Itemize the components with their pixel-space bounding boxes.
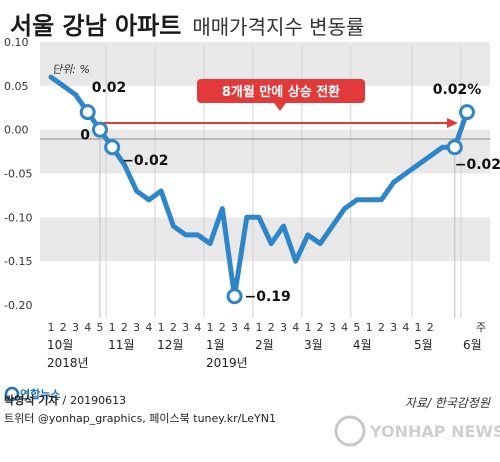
month-label: 11월 [108, 338, 134, 352]
data-label: 0.02 [92, 80, 127, 96]
y-tick-label: -0.20 [4, 299, 32, 312]
y-axis: 0.10 0.05 0.00 -0.05 -0.10 -0.15 -0.20 [4, 36, 32, 312]
data-label: −0.02 [455, 157, 500, 173]
background-band [40, 42, 490, 86]
x-tick-label: 4 [292, 321, 299, 334]
x-tick-label: 4 [341, 321, 348, 334]
x-tick-label: 1 [366, 321, 373, 334]
unit-label: 단위: % [52, 63, 90, 76]
callout-box-pointer [274, 103, 286, 111]
x-tick-label: 2 [219, 321, 226, 334]
x-tick-label: 4 [194, 321, 201, 334]
x-tick-label: 1 [48, 321, 55, 334]
yonhap-logo: 연합뉴스 [4, 386, 60, 402]
callout: 8개월 만에 상승 전환 [102, 79, 458, 128]
month-label: 6월 [463, 338, 482, 352]
y-tick-label: -0.10 [4, 211, 32, 224]
data-marker [104, 139, 121, 156]
y-tick-label: 0.10 [4, 36, 29, 49]
x-tick-label: 1 [109, 321, 116, 334]
x-tick-label: 4 [84, 321, 91, 334]
month-label: 3월 [304, 338, 323, 352]
data-marker [459, 104, 475, 121]
y-tick-label: -0.15 [4, 255, 32, 268]
publish-date: 20190613 [70, 394, 127, 407]
month-label: 1월 [206, 338, 225, 352]
x-tick-label: 5 [96, 321, 103, 334]
watermark: YONHAP NEWS [334, 415, 500, 447]
month-label: 12월 [157, 338, 183, 352]
x-tick-label: 3 [390, 321, 397, 334]
x-tick-label: 5 [353, 321, 360, 334]
x-tick-label: 2 [121, 321, 128, 334]
x-tick-label: 2 [427, 321, 434, 334]
y-tick-label: -0.05 [4, 168, 32, 181]
data-marker [446, 139, 463, 156]
logo-text: 연합뉴스 [20, 387, 60, 401]
data-marker [79, 104, 96, 121]
data-marker [91, 121, 108, 138]
watermark-text: YONHAP NEWS [369, 422, 500, 441]
x-tick-label: 2 [378, 321, 385, 334]
x-tick-label: 2 [170, 321, 177, 334]
month-label: 5월 [414, 338, 433, 352]
month-label: 4월 [353, 338, 372, 352]
year-label: 2018년 [47, 356, 89, 370]
data-labels: 0.02 0 −0.02 −0.19 −0.02 0.02% [80, 80, 500, 305]
background-band [40, 217, 490, 262]
x-tick-label: 3 [182, 321, 189, 334]
yonhap-logo-icon [4, 386, 20, 402]
series-line [48, 74, 470, 299]
y-tick-label: 0.05 [4, 80, 29, 93]
callout-text: 8개월 만에 상승 전환 [222, 84, 340, 100]
x-tick-label: 3 [329, 321, 336, 334]
x-tick-label: 3 [72, 321, 79, 334]
y-tick-label: 0.00 [4, 124, 29, 137]
x-tick-label: 1 [207, 321, 214, 334]
source-text: 자료/ 한국감정원 [404, 396, 490, 410]
month-label: 10월 [47, 338, 73, 352]
footer-credit: 박영석 기자/20190613 [4, 392, 126, 408]
callout-arrow-head [447, 118, 458, 128]
credit-separator: / [62, 394, 67, 407]
x-tick-label: 1 [256, 321, 263, 334]
data-marker [226, 288, 243, 305]
month-label: 2월 [255, 338, 274, 352]
page-title: 서울 강남 아파트 매매가격지수 변동률 [10, 6, 364, 41]
x-tick-label: 2 [317, 321, 324, 334]
x-tick-label: 2 [268, 321, 275, 334]
x-tick-label: 4 [402, 321, 409, 334]
x-tick-label: 1 [304, 321, 311, 334]
x-tick-label: 2 [60, 321, 67, 334]
data-label: 0 [80, 128, 90, 144]
x-tick-suffix: 주 [476, 321, 486, 334]
x-tick-label: 4 [145, 321, 152, 334]
watermark-icon [334, 415, 366, 447]
x-tick-label: 1 [158, 321, 165, 334]
x-tick-label: 3 [231, 321, 238, 334]
x-tick-label: 3 [133, 321, 140, 334]
data-markers [79, 104, 475, 305]
title-main: 서울 강남 아파트 [10, 12, 182, 40]
data-label: 0.02% [433, 82, 482, 98]
reporter-name: 박영석 기자 [4, 394, 59, 407]
year-label: 2019년 [206, 356, 248, 370]
x-tick-label: 3 [280, 321, 287, 334]
data-label: −0.02 [122, 153, 168, 169]
data-label: −0.19 [245, 289, 291, 305]
x-tick-label: 1 [415, 321, 422, 334]
title-subtitle: 매매가격지수 변동률 [192, 15, 365, 39]
footer-social: 트위터 @yonhap_graphics, 페이스북 tuney.kr/LeYN… [4, 412, 276, 425]
callout-box [197, 79, 365, 103]
x-tick-label: 4 [243, 321, 250, 334]
